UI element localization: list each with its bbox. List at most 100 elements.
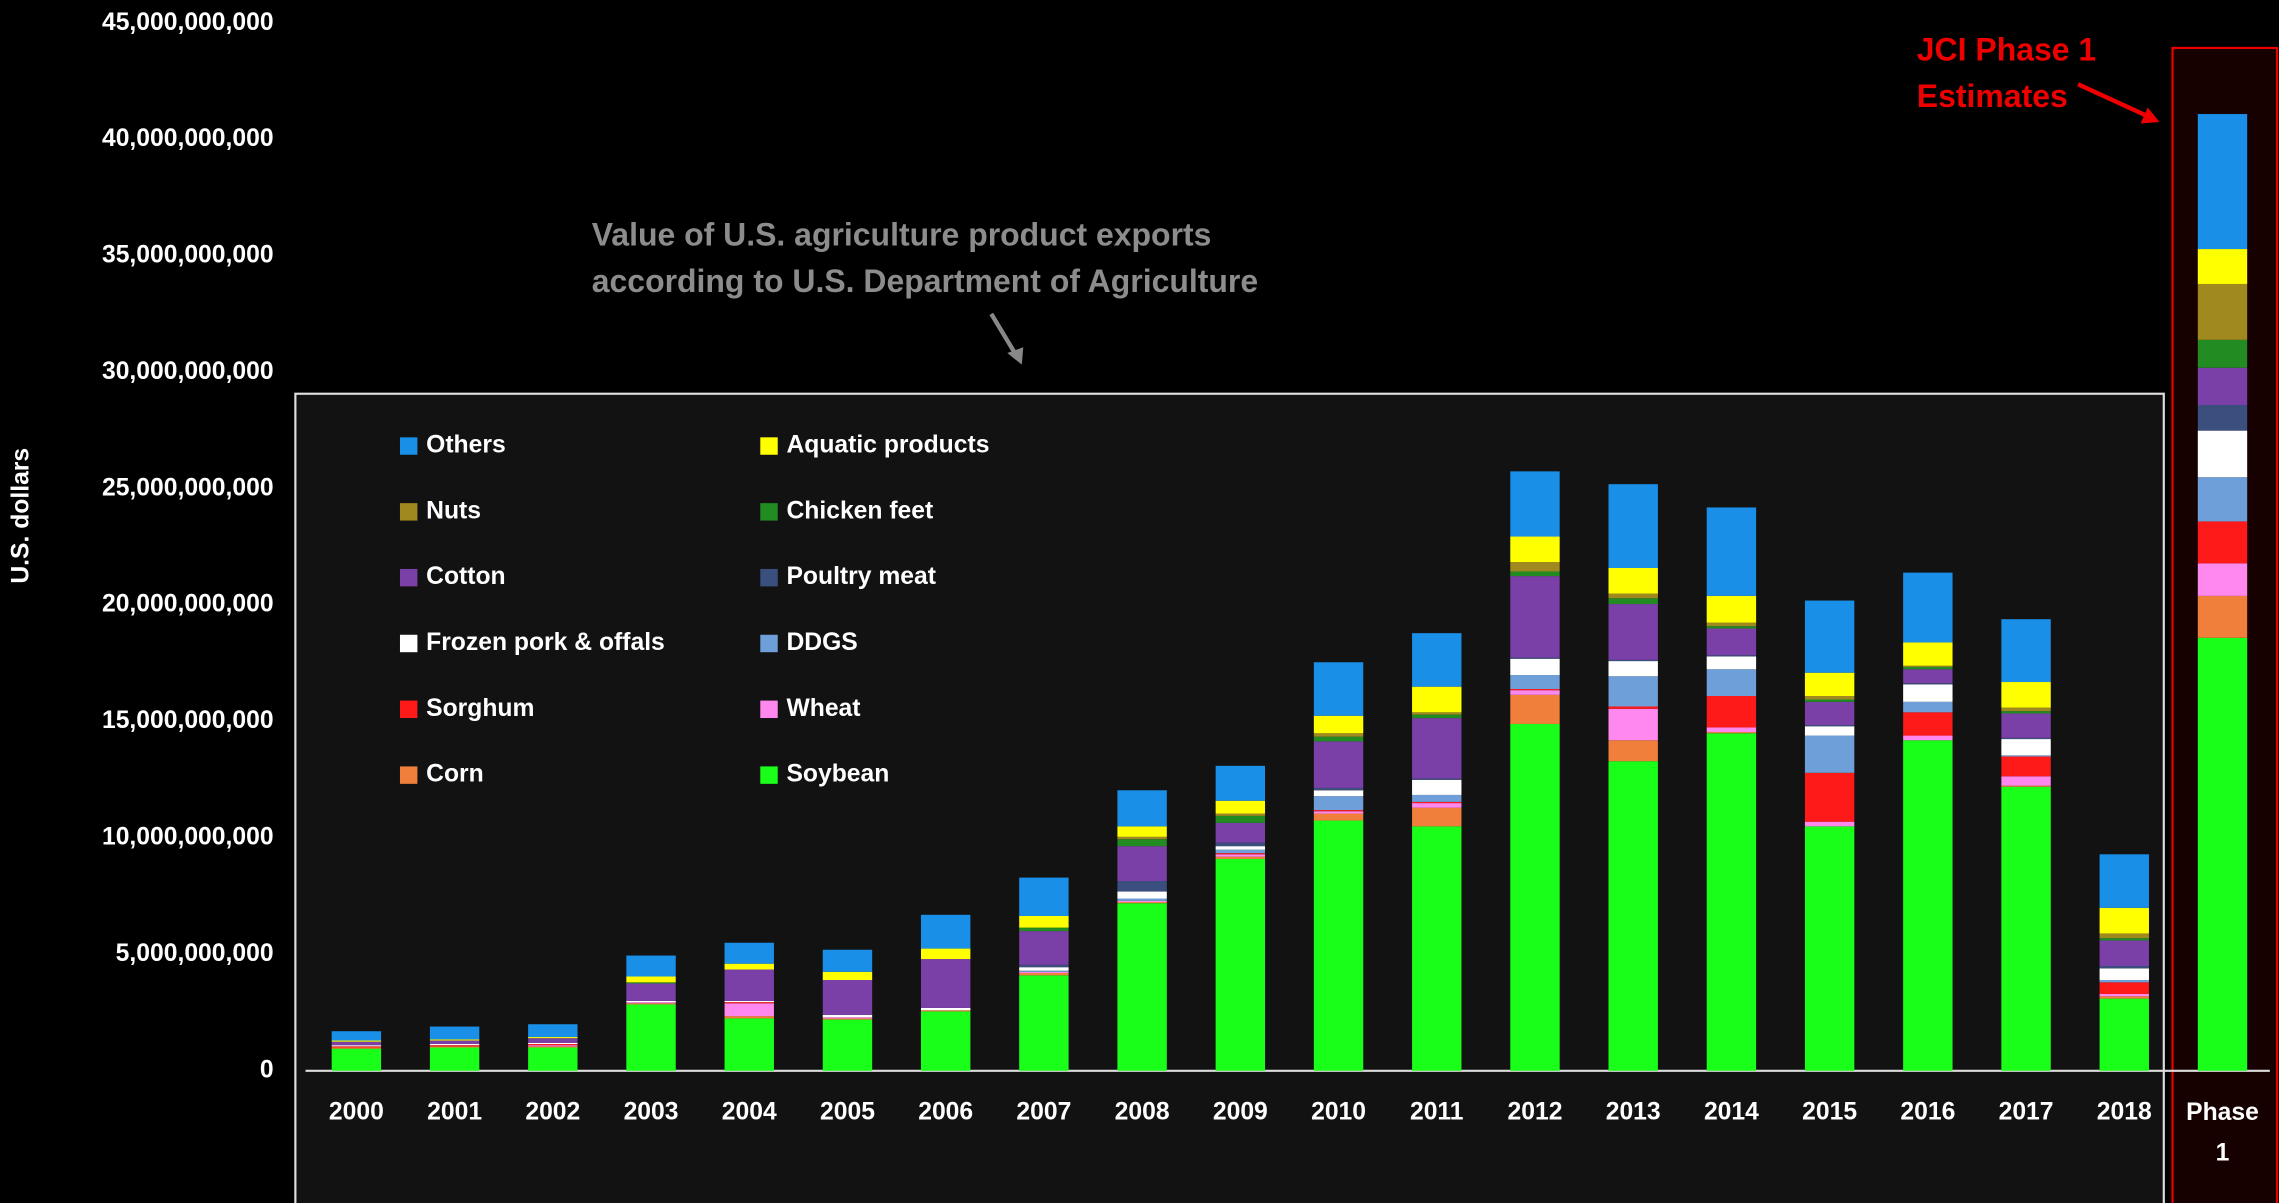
bar-segment [2001, 776, 2051, 786]
bar-segment [822, 1018, 873, 1020]
bar-segment [1412, 714, 1462, 719]
bar-segment [528, 1038, 578, 1043]
bar-segment [1510, 723, 1560, 1071]
legend-label: Poultry meat [786, 563, 936, 590]
bar-segment [724, 1000, 774, 1003]
bar-segment [2099, 907, 2149, 934]
bar-segment [331, 1040, 382, 1042]
bar-segment [429, 1044, 480, 1046]
legend-label: Corn [426, 761, 484, 788]
bar-segment [1215, 813, 1266, 816]
bar-segment [1313, 736, 1364, 742]
bar-segment [1608, 706, 1658, 709]
bar-segment [1608, 604, 1658, 660]
legend-swatch [399, 700, 418, 719]
annotation-arrow-head [1007, 347, 1024, 365]
legend-swatch [399, 437, 418, 455]
x-tick-label: 2001 [427, 1098, 482, 1125]
bar-segment [2197, 430, 2248, 478]
annotation: according to U.S. Department of Agricult… [592, 263, 1258, 299]
bar-segment [1804, 726, 1855, 736]
bar-segment [528, 1046, 578, 1048]
bar-segment [626, 1003, 676, 1005]
bar-segment [1313, 796, 1364, 811]
bar-segment [1804, 735, 1855, 773]
annotation-arrow [989, 312, 1020, 359]
phase-arrow-head [2140, 107, 2160, 124]
bar-segment [626, 1004, 676, 1071]
bar-segment [2197, 563, 2248, 596]
bar-segment [429, 1047, 480, 1071]
bar-segment [724, 1003, 774, 1017]
bar-segment [1019, 964, 1069, 968]
bar-segment [1510, 675, 1560, 690]
legend-swatch [399, 766, 418, 784]
bar-segment [2001, 786, 2051, 1071]
bar-segment [1215, 846, 1266, 850]
bar-segment [1804, 821, 1855, 827]
bar-segment [1608, 740, 1658, 762]
legend-swatch [399, 634, 418, 653]
bar-segment [331, 1045, 382, 1047]
bar-segment [920, 959, 971, 1008]
bar-segment [724, 963, 774, 970]
bar-segment [2197, 339, 2248, 368]
legend-label: Frozen pork & offals [426, 629, 665, 656]
bar-segment [2001, 756, 2051, 777]
bar-segment [1117, 881, 1167, 892]
bar-segment [2197, 477, 2248, 522]
legend-label: Cotton [426, 563, 506, 590]
bar-segment [1706, 507, 1757, 596]
bar-segment [1313, 787, 1364, 791]
bar-segment [1412, 807, 1462, 827]
bar-segment [1903, 740, 1953, 1071]
bar-segment [920, 914, 971, 949]
bar-segment [724, 1018, 774, 1071]
x-tick-label: 2007 [1016, 1098, 1071, 1125]
bar-segment [1117, 902, 1167, 904]
bar-segment [1510, 562, 1560, 572]
legend-label: Sorghum [426, 695, 534, 722]
annotation: JCI Phase 1 [1917, 32, 2096, 68]
bar-segment [1706, 655, 1757, 657]
bar-segment [626, 982, 676, 984]
bar-segment [2197, 367, 2248, 406]
bar-segment [1903, 684, 1953, 702]
bar-segment [822, 1017, 873, 1019]
bar-segment [2001, 785, 2051, 787]
bar-segment [1215, 854, 1266, 857]
bar-segment [1019, 971, 1069, 974]
bar-segment [1313, 820, 1364, 1071]
bar-segment [331, 1041, 382, 1046]
bar-segment [1608, 661, 1658, 677]
bar-segment [528, 1042, 578, 1045]
bar-segment [1412, 718, 1462, 779]
legend-swatch [760, 437, 778, 455]
bar-segment [1608, 593, 1658, 599]
bar-segment [1313, 662, 1364, 716]
bar-segment [1117, 839, 1167, 847]
bar-segment [1313, 813, 1364, 821]
bar-segment [1706, 669, 1757, 696]
legend-swatch [760, 700, 778, 719]
bar-segment [1412, 712, 1462, 715]
bar-segment [1117, 846, 1167, 882]
bar-segment [1706, 733, 1757, 1071]
bar-segment [2001, 739, 2051, 756]
bar-segment [2099, 854, 2149, 908]
legend-label: Wheat [786, 695, 860, 722]
bar-segment [1215, 858, 1266, 1071]
bar-segment [1215, 800, 1266, 814]
bar-segment [1804, 600, 1855, 673]
bar-segment [1510, 694, 1560, 724]
bar-segment [1903, 683, 1953, 685]
bar-segment [1903, 712, 1953, 736]
legend-swatch [760, 634, 778, 653]
bar-segment [2099, 940, 2149, 967]
bar-segment [822, 1019, 873, 1071]
bar-segment [1903, 735, 1953, 741]
bar-segment [1117, 898, 1167, 901]
bar-segment [1117, 900, 1167, 903]
y-tick-label: 20,000,000,000 [102, 591, 274, 618]
bar-segment [2099, 993, 2149, 997]
